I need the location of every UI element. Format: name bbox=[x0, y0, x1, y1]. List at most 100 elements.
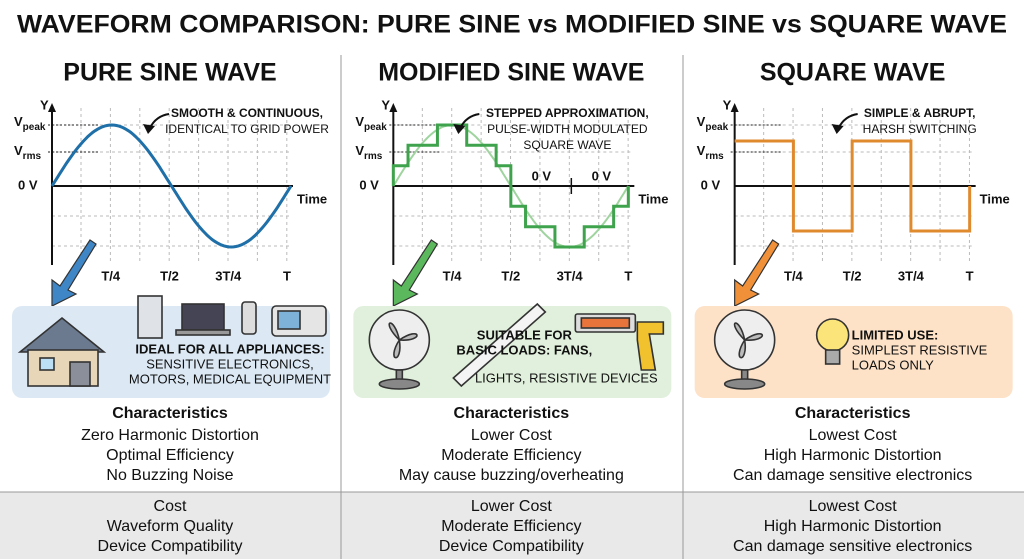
x-tick-label: T bbox=[624, 268, 632, 283]
x-tick-label: T/2 bbox=[160, 268, 179, 283]
icon-part bbox=[452, 302, 547, 388]
pointer-arrow bbox=[392, 239, 439, 307]
characteristic: Moderate Efficiency bbox=[441, 447, 581, 464]
pointer-arrow bbox=[734, 239, 780, 307]
annotation-arrowhead bbox=[453, 124, 466, 134]
icon-part bbox=[277, 310, 301, 330]
time-label: Time bbox=[297, 191, 327, 206]
level-symbol: V bbox=[14, 143, 23, 158]
footer-line: Can damage sensitive electronics bbox=[733, 538, 972, 555]
icon-part bbox=[824, 349, 841, 365]
x-tick-label: T/2 bbox=[501, 268, 520, 283]
usage-line: SIMPLEST RESISTIVE bbox=[852, 342, 988, 357]
annotation: STEPPED APPROXIMATION, bbox=[486, 106, 649, 120]
mid-zero-label: 0 V bbox=[532, 168, 552, 183]
level-symbol: V bbox=[355, 143, 364, 158]
characteristic: Lower Cost bbox=[471, 427, 552, 444]
x-tick-label: 3T/4 bbox=[898, 268, 925, 283]
y-axis-label: Y bbox=[381, 97, 390, 112]
level-subscript: peak bbox=[23, 122, 46, 133]
usage-title: BASIC LOADS: FANS, bbox=[456, 342, 592, 357]
waveform bbox=[50, 123, 293, 249]
level-label: Vrms bbox=[697, 143, 724, 161]
x-tick-label: T/2 bbox=[843, 268, 862, 283]
level-subscript: rms bbox=[705, 151, 724, 162]
annotation-arrowhead bbox=[831, 124, 844, 134]
annotation: SIMPLE & ABRUPT, bbox=[864, 106, 976, 120]
icon-part bbox=[636, 321, 665, 371]
characteristics-title: Characteristics bbox=[112, 405, 228, 422]
icon-part bbox=[723, 378, 766, 390]
x-tick-label: 3T/4 bbox=[215, 268, 242, 283]
icon-part bbox=[39, 357, 55, 371]
characteristics-title: Characteristics bbox=[795, 405, 911, 422]
icon-part bbox=[815, 318, 850, 352]
usage-title: SUITABLE FOR bbox=[477, 327, 573, 342]
annotation: IDENTICAL TO GRID POWER bbox=[165, 122, 329, 136]
usage-line: MOTORS, MEDICAL EQUIPMENT bbox=[129, 371, 331, 386]
level-label: Vpeak bbox=[14, 114, 46, 132]
level-symbol: V bbox=[355, 114, 364, 129]
icon-part bbox=[378, 378, 421, 390]
zero-label: 0 V bbox=[701, 177, 721, 192]
x-tick-label: T/4 bbox=[101, 268, 121, 283]
level-subscript: peak bbox=[364, 122, 387, 133]
x-tick-label: T bbox=[283, 268, 291, 283]
footer-line: Waveform Quality bbox=[107, 518, 234, 535]
characteristic: Lowest Cost bbox=[809, 427, 898, 444]
icon-part bbox=[175, 329, 231, 336]
annotation: PULSE-WIDTH MODULATED bbox=[487, 122, 648, 136]
pointer-arrow bbox=[51, 239, 97, 307]
level-symbol: V bbox=[14, 114, 23, 129]
zero-label: 0 V bbox=[18, 177, 38, 192]
level-label: Vpeak bbox=[697, 114, 729, 132]
level-subscript: rms bbox=[364, 151, 383, 162]
usage-line: LIGHTS, RESISTIVE DEVICES bbox=[475, 370, 658, 385]
icon-part bbox=[733, 322, 763, 359]
y-arrow bbox=[730, 103, 739, 112]
panel-heading: SQUARE WAVE bbox=[760, 59, 946, 87]
usage-line: SENSITIVE ELECTRONICS, bbox=[146, 356, 314, 371]
icon-part bbox=[241, 301, 257, 335]
footer-line: Device Compatibility bbox=[98, 538, 243, 555]
icon-part bbox=[580, 317, 631, 329]
characteristic: No Buzzing Noise bbox=[106, 467, 233, 484]
page-title: WAVEFORM COMPARISON: PURE SINE vs MODIFI… bbox=[17, 11, 1007, 39]
level-symbol: V bbox=[697, 114, 706, 129]
icon-part bbox=[388, 322, 418, 359]
usage-title: LIMITED USE: bbox=[852, 327, 939, 342]
footer-line: Moderate Efficiency bbox=[441, 518, 581, 535]
characteristic: May cause buzzing/overheating bbox=[399, 467, 624, 484]
y-axis-label: Y bbox=[723, 97, 732, 112]
usage-title: IDEAL FOR ALL APPLIANCES: bbox=[135, 341, 324, 356]
level-label: Vrms bbox=[14, 143, 41, 161]
panel-heading: MODIFIED SINE WAVE bbox=[378, 59, 644, 87]
level-label: Vpeak bbox=[355, 114, 387, 132]
characteristic: Can damage sensitive electronics bbox=[733, 467, 972, 484]
y-arrow bbox=[48, 103, 56, 112]
x-tick-label: 3T/4 bbox=[557, 268, 584, 283]
icon-part bbox=[181, 303, 225, 331]
y-arrow bbox=[389, 103, 398, 112]
level-subscript: rms bbox=[23, 151, 42, 162]
characteristic: High Harmonic Distortion bbox=[764, 447, 942, 464]
footer-band bbox=[0, 492, 1024, 559]
footer-line: Lowest Cost bbox=[809, 498, 898, 515]
time-label: Time bbox=[638, 191, 668, 206]
icon-part bbox=[69, 361, 91, 387]
waveform bbox=[391, 123, 630, 249]
usage-box bbox=[694, 306, 1013, 398]
characteristic: Zero Harmonic Distortion bbox=[81, 427, 259, 444]
panel-heading: PURE SINE WAVE bbox=[63, 59, 276, 87]
icon-part bbox=[137, 295, 163, 339]
x-tick-label: T bbox=[966, 268, 974, 283]
level-label: Vrms bbox=[355, 143, 382, 161]
footer-line: Device Compatibility bbox=[439, 538, 584, 555]
characteristic: Optimal Efficiency bbox=[106, 447, 234, 464]
annotation: HARSH SWITCHING bbox=[863, 122, 977, 136]
characteristics-title: Characteristics bbox=[454, 405, 570, 422]
usage-line: LOADS ONLY bbox=[852, 357, 934, 372]
